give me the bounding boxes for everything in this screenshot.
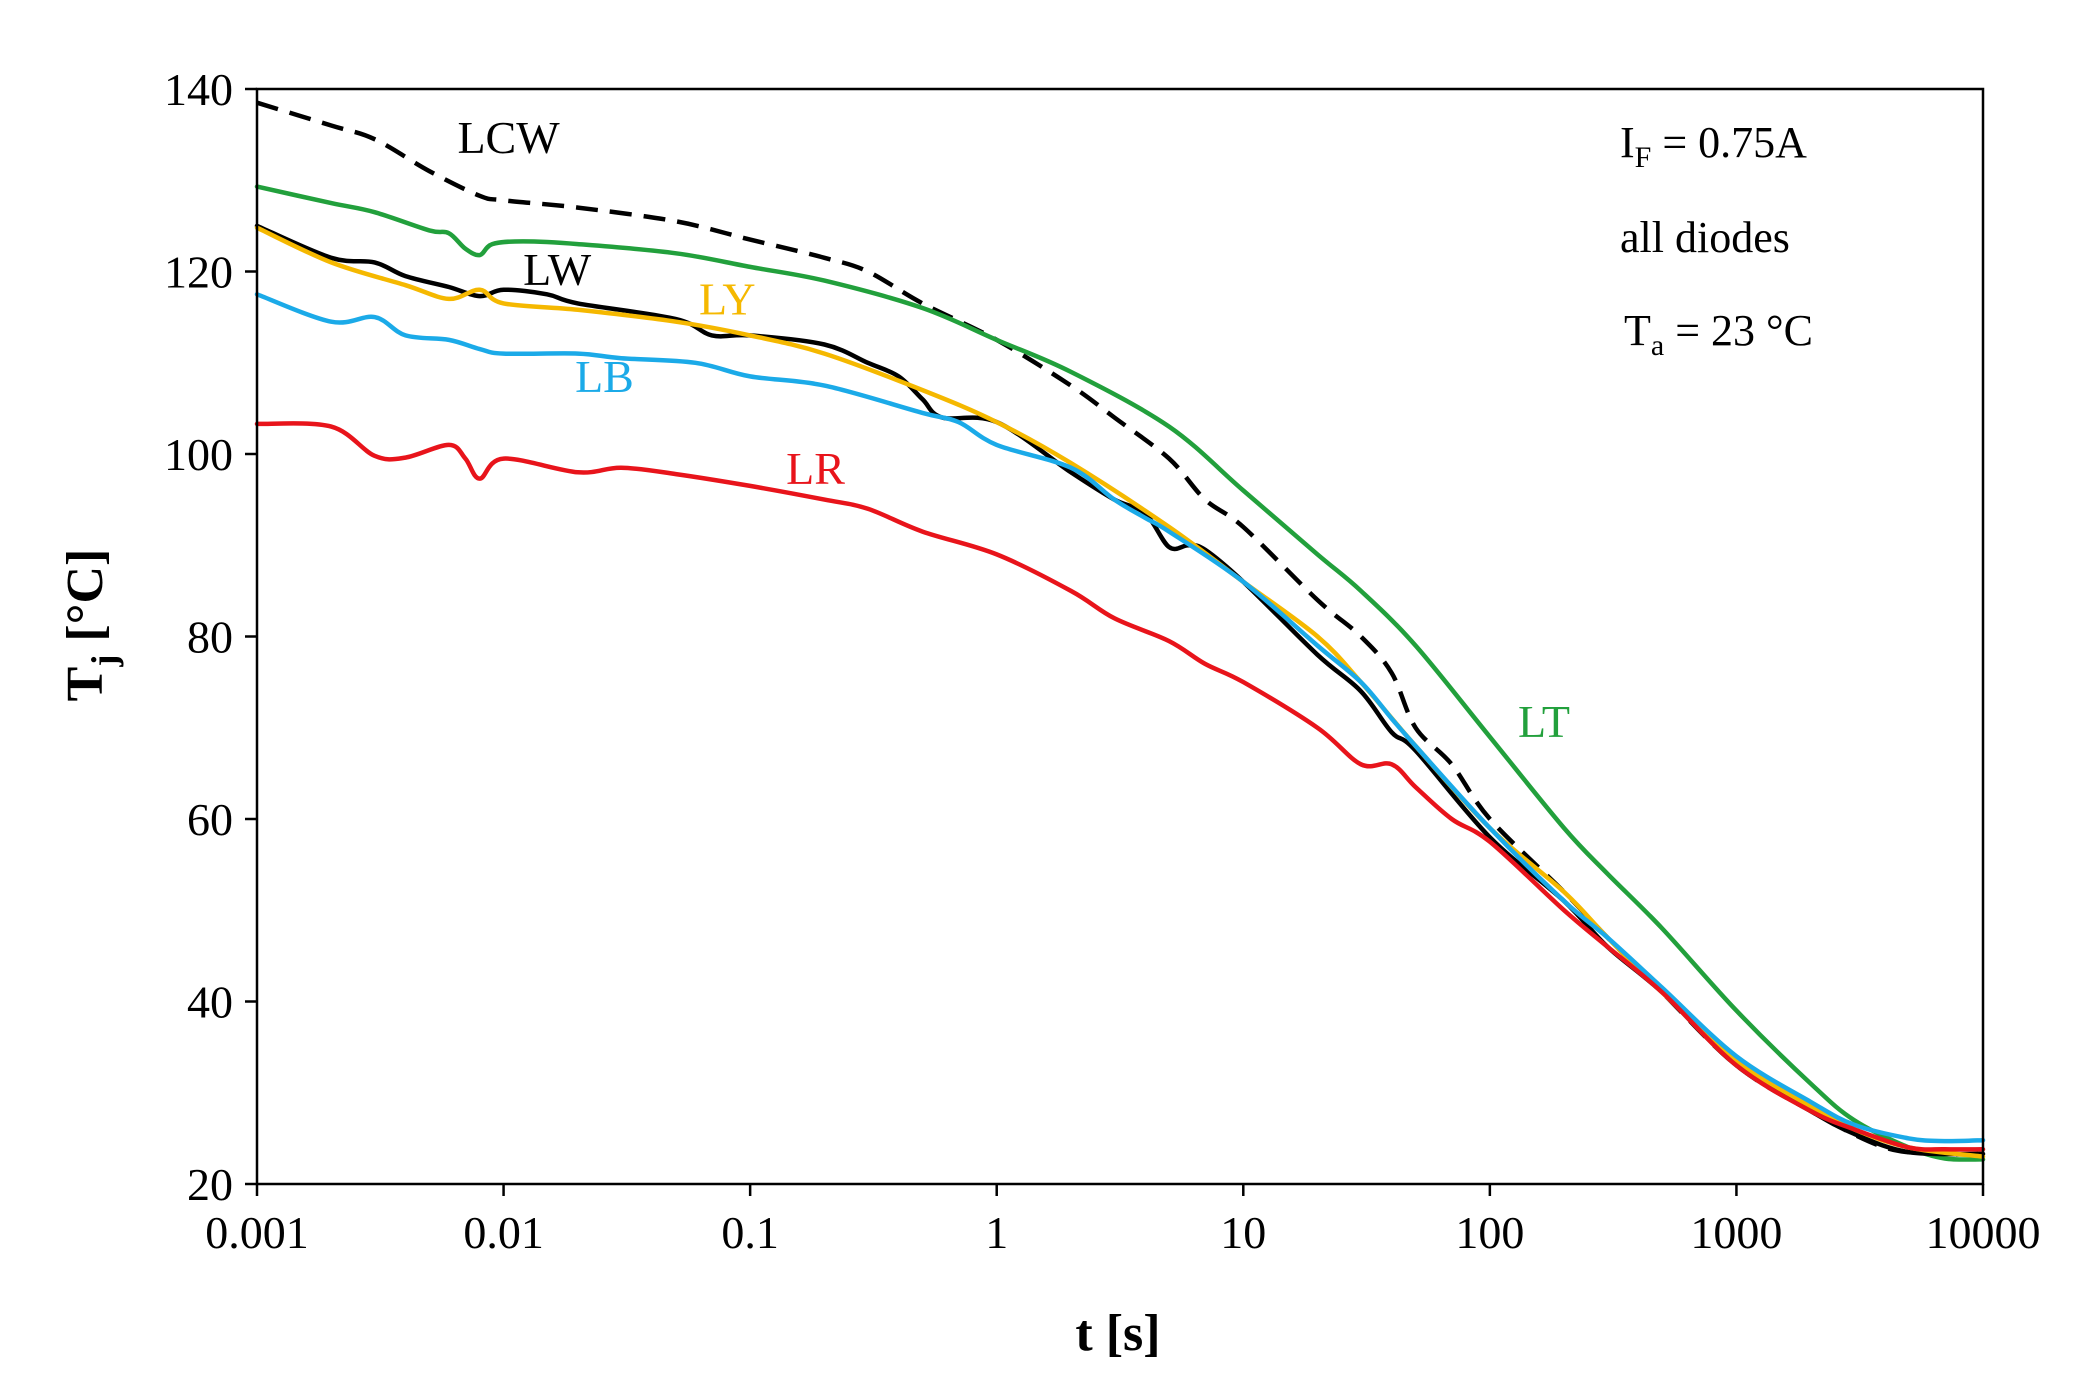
series-label-lw: LW: [523, 244, 592, 295]
annotation-ambient-main: T: [1624, 306, 1651, 355]
series-line-lt: [254, 184, 1986, 1162]
annotation-forward-current: IF = 0.75A: [1620, 118, 1807, 174]
series-layer: [254, 100, 1986, 1162]
series-label-lb: LB: [575, 351, 634, 402]
annotation-ambient-subscript: a: [1651, 329, 1664, 362]
annotation-forward-current-value: = 0.75A: [1651, 118, 1807, 167]
y-tick-label: 100: [164, 429, 233, 480]
y-tick-label: 120: [164, 247, 233, 298]
annotation-ambient-value: = 23 °C: [1664, 306, 1813, 355]
y-axis-title-subscript: j: [84, 655, 124, 668]
x-tick-label: 0.1: [721, 1207, 779, 1258]
y-tick-label: 20: [187, 1159, 233, 1210]
annotation-all-diodes: all diodes: [1620, 213, 1790, 262]
x-tick-label: 1000: [1690, 1207, 1782, 1258]
annotation-forward-current-main: I: [1620, 118, 1635, 167]
annotation-forward-current-subscript: F: [1635, 141, 1652, 174]
series-line-lr: [254, 421, 1986, 1152]
x-tick-label: 0.001: [205, 1207, 309, 1258]
x-axis-title: t [s]: [1075, 1305, 1160, 1362]
y-axis-title: Tj [°C]: [57, 549, 124, 702]
series-line-lb: [254, 292, 1986, 1144]
y-tick-label: 40: [187, 977, 233, 1028]
series-labels-layer: LCW LT LW LY LB LR: [457, 112, 1569, 747]
series-label-lt: LT: [1518, 696, 1570, 747]
x-tick-label: 10000: [1926, 1207, 2041, 1258]
series-label-lcw: LCW: [457, 112, 560, 163]
ticks-layer: 0.001 0.01 0.1 1 10 100 1000 10000 20 40 60 80 100 12…: [164, 64, 2041, 1258]
series-line-lcw: [256, 100, 1984, 1157]
series-label-ly: LY: [699, 273, 756, 324]
x-tick-label: 10: [1220, 1207, 1266, 1258]
y-axis-title-unit: [°C]: [57, 549, 114, 655]
x-tick-label: 100: [1455, 1207, 1524, 1258]
y-tick-label: 140: [164, 64, 233, 115]
x-tick-label: 0.01: [463, 1207, 544, 1258]
annotation-ambient-temperature: Ta = 23 °C: [1624, 306, 1813, 362]
y-axis-title-main: T: [57, 667, 114, 702]
y-tick-label: 60: [187, 794, 233, 845]
x-tick-label: 1: [985, 1207, 1008, 1258]
y-tick-label: 80: [187, 612, 233, 663]
series-label-lr: LR: [786, 443, 845, 494]
